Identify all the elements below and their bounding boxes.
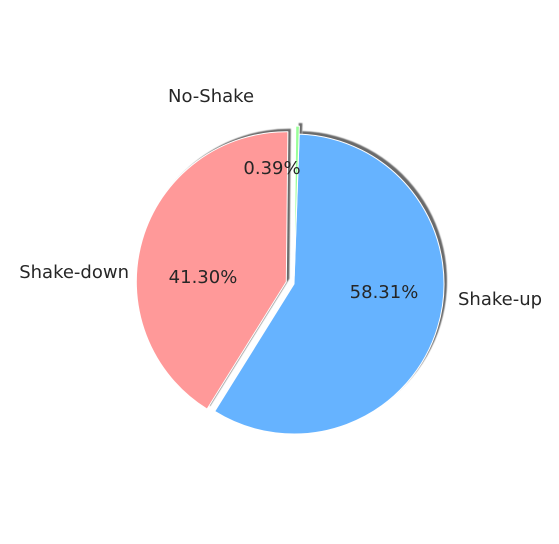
pie-slice-no-shake xyxy=(293,125,300,277)
category-label-shake-down: Shake-down xyxy=(19,262,129,283)
category-label-no-shake: No-Shake xyxy=(168,86,254,107)
pie-slice-shake-up xyxy=(214,133,445,435)
pie-slices xyxy=(135,125,445,435)
pie-slice-shake-down xyxy=(135,131,289,410)
pct-label-no-shake: 0.39% xyxy=(243,158,300,179)
category-label-shake-up: Shake-up xyxy=(458,289,542,310)
pct-label-shake-down: 41.30% xyxy=(169,267,238,288)
pct-label-shake-up: 58.31% xyxy=(350,282,419,303)
